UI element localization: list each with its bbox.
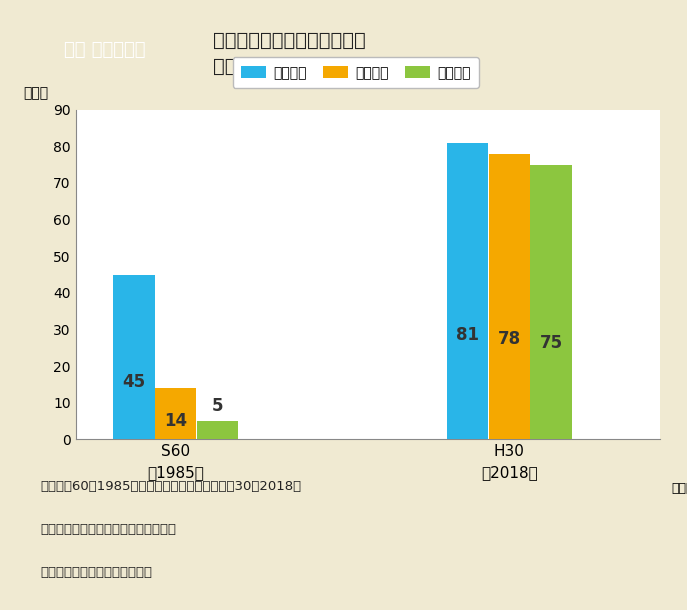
- Bar: [196, 421, 238, 439]
- Text: 5: 5: [212, 397, 223, 415]
- Bar: [488, 154, 530, 439]
- Bar: [447, 143, 488, 439]
- Text: 年度は雇用労働者の数値である。: 年度は雇用労働者の数値である。: [41, 523, 177, 536]
- Text: 14: 14: [164, 412, 188, 430]
- Text: 注：昭和60（1985）年度は作業班の数値、平成30（2018）: 注：昭和60（1985）年度は作業班の数値、平成30（2018）: [41, 480, 302, 493]
- Text: 75: 75: [539, 334, 563, 352]
- Text: 森林組合の雇用労働者の社会
保険等への加入割合: 森林組合の雇用労働者の社会 保険等への加入割合: [213, 30, 365, 76]
- Legend: 雇用保険, 健康保険, 厚生年金: 雇用保険, 健康保険, 厚生年金: [233, 57, 479, 88]
- Bar: [530, 165, 572, 439]
- Text: 資料：林野庁「森林組合統計」: 資料：林野庁「森林組合統計」: [41, 565, 153, 579]
- Bar: [155, 388, 196, 439]
- Text: 45: 45: [122, 373, 146, 390]
- Text: （年度）: （年度）: [671, 482, 687, 495]
- Text: 78: 78: [498, 330, 521, 348]
- Text: 資料 特１－４２: 資料 特１－４２: [64, 41, 146, 59]
- Bar: [113, 274, 155, 439]
- Text: 81: 81: [456, 326, 479, 345]
- Text: （％）: （％）: [23, 86, 48, 100]
